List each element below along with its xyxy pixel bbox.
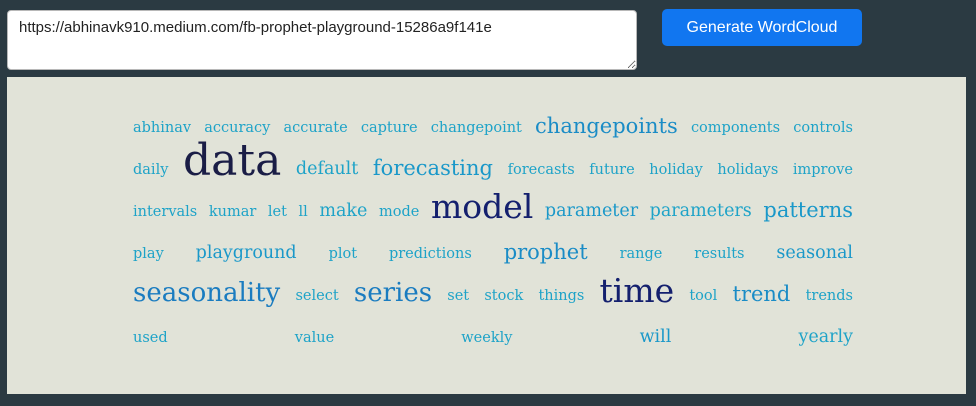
- word-tool[interactable]: tool: [689, 288, 718, 305]
- word-make[interactable]: make: [319, 200, 368, 221]
- word-daily[interactable]: daily: [133, 162, 169, 179]
- word-trend[interactable]: trend: [732, 281, 791, 306]
- word-improve[interactable]: improve: [792, 162, 853, 179]
- word-value[interactable]: value: [294, 330, 335, 347]
- word-will[interactable]: will: [639, 326, 672, 347]
- word-seasonality[interactable]: seasonality: [133, 277, 281, 308]
- word-capture[interactable]: capture: [360, 120, 418, 137]
- word-data[interactable]: data: [183, 134, 282, 186]
- word-components[interactable]: components: [690, 120, 781, 137]
- word-select[interactable]: select: [295, 288, 339, 305]
- word-parameter[interactable]: parameter: [544, 200, 639, 221]
- word-let[interactable]: let: [267, 204, 287, 221]
- word-playground[interactable]: playground: [195, 242, 297, 263]
- word-kumar[interactable]: kumar: [208, 204, 257, 221]
- word-holidays[interactable]: holidays: [717, 162, 779, 179]
- word-prophet[interactable]: prophet: [503, 239, 588, 264]
- word-intervals[interactable]: intervals: [133, 204, 198, 221]
- word-accurate[interactable]: accurate: [283, 120, 348, 137]
- word-controls[interactable]: controls: [793, 120, 853, 137]
- word-trends[interactable]: trends: [805, 288, 853, 305]
- word-stock[interactable]: stock: [484, 288, 524, 305]
- word-play[interactable]: play: [133, 246, 164, 263]
- word-accuracy[interactable]: accuracy: [204, 120, 271, 137]
- word-time[interactable]: time: [599, 270, 675, 310]
- word-forecasting[interactable]: forecasting: [372, 155, 493, 180]
- generate-wordcloud-button[interactable]: Generate WordCloud: [662, 9, 862, 46]
- word-abhinav[interactable]: abhinav: [133, 120, 192, 137]
- url-input[interactable]: https://abhinavk910.medium.com/fb-prophe…: [7, 10, 637, 70]
- word-plot[interactable]: plot: [328, 246, 358, 263]
- wordcloud-panel: abhinav accuracy accurate capture changepoin…: [7, 77, 966, 394]
- word-seasonal[interactable]: seasonal: [776, 242, 853, 263]
- word-predictions[interactable]: predictions: [388, 246, 472, 263]
- word-future[interactable]: future: [589, 162, 635, 179]
- word-weekly[interactable]: weekly: [461, 330, 513, 347]
- word-model[interactable]: model: [430, 186, 534, 226]
- word-ll[interactable]: ll: [298, 204, 308, 221]
- word-holiday[interactable]: holiday: [649, 162, 703, 179]
- word-forecasts[interactable]: forecasts: [507, 162, 575, 179]
- word-patterns[interactable]: patterns: [763, 197, 853, 222]
- wordcloud: abhinav accuracy accurate capture changepoin…: [133, 77, 853, 394]
- word-changepoints[interactable]: changepoints: [535, 113, 678, 138]
- word-default[interactable]: default: [295, 158, 359, 179]
- word-mode[interactable]: mode: [379, 204, 420, 221]
- word-range[interactable]: range: [619, 246, 663, 263]
- word-yearly[interactable]: yearly: [798, 326, 853, 347]
- word-changepoint[interactable]: changepoint: [430, 120, 522, 137]
- word-results[interactable]: results: [694, 246, 745, 263]
- word-series[interactable]: series: [353, 277, 433, 308]
- word-things[interactable]: things: [538, 288, 585, 305]
- word-used[interactable]: used: [133, 330, 168, 347]
- word-set[interactable]: set: [447, 288, 470, 305]
- word-parameters[interactable]: parameters: [649, 200, 752, 221]
